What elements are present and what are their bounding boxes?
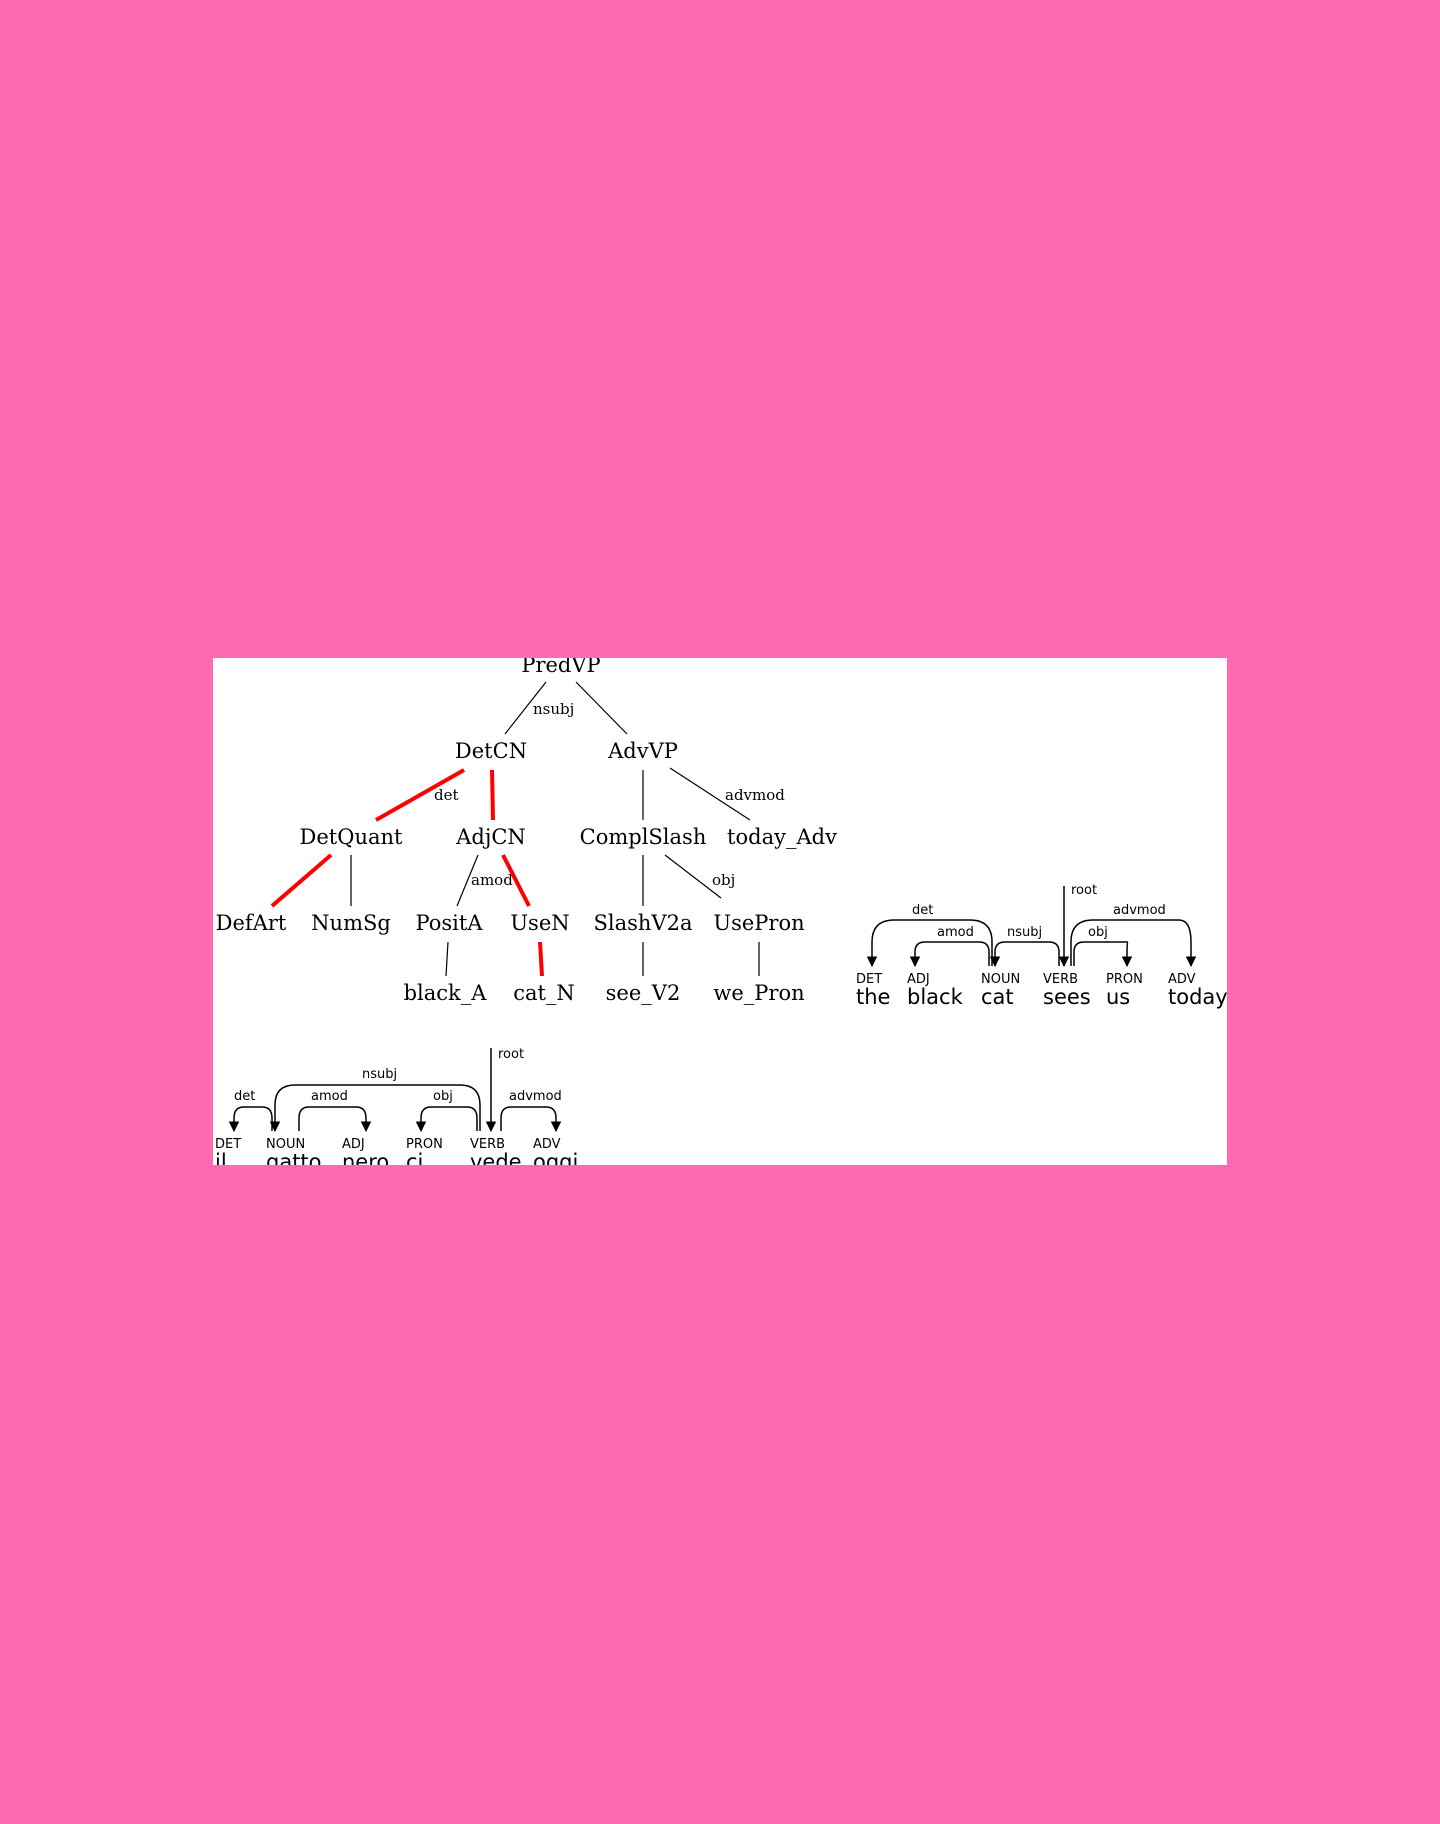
tree-edge-advvp-today: [669, 767, 751, 821]
it-word-2: gatto: [266, 1150, 322, 1165]
syntax-tree: nsubj det advmod amod obj PredVP DetCN A…: [216, 658, 837, 1005]
tree-node-cat-n: cat_N: [513, 981, 575, 1005]
tree-node-today-adv: today_Adv: [727, 825, 837, 849]
tree-node-usen: UseN: [510, 911, 569, 935]
it-pos-3: ADJ: [342, 1137, 365, 1152]
en-word-5: us: [1106, 985, 1130, 1009]
it-arc-nsubj: [269, 1084, 481, 1133]
tree-edge-usen-cat: [538, 941, 544, 977]
it-word-1: il: [215, 1150, 227, 1165]
en-arc-advmod: [1070, 919, 1197, 968]
tree-edge-posita-black: [445, 941, 449, 977]
tree-node-detquant: DetQuant: [300, 825, 403, 849]
tree-node-black-a: black_A: [404, 981, 488, 1005]
tree-node-posita: PositA: [415, 911, 483, 935]
tree-node-usepron: UsePron: [713, 911, 804, 935]
tree-node-we-pron: we_Pron: [713, 981, 804, 1005]
it-word-6: oggi: [533, 1150, 578, 1165]
it-pos-1: DET: [215, 1137, 241, 1152]
tree-node-adjcn: AdjCN: [455, 825, 526, 849]
en-pos-4: VERB: [1043, 972, 1078, 987]
it-arc-advmod: [500, 1106, 562, 1133]
en-rel-nsubj: nsubj: [1007, 925, 1042, 940]
tree-edge-label-det: det: [434, 786, 459, 804]
en-word-3: cat: [981, 985, 1014, 1009]
tree-node-defart: DefArt: [216, 911, 287, 935]
it-arc-det: [228, 1106, 273, 1133]
it-rel-advmod: advmod: [509, 1089, 562, 1104]
en-rel-amod: amod: [937, 925, 974, 940]
en-arc-det: [871, 920, 992, 966]
tree-node-see-v2: see_V2: [606, 981, 681, 1005]
it-rel-amod: amod: [311, 1089, 348, 1104]
tree-edge-complslash-usepron: [664, 854, 722, 899]
tree-edge-adjcn-usen: [501, 854, 531, 907]
tree-edge-detcn-detquant: [375, 768, 465, 822]
english-dependency-tree: root det amod nsubj obj advmod DET the A…: [856, 883, 1227, 1009]
tree-edge-detcn-adjcn: [490, 769, 495, 821]
en-word-2: black: [907, 985, 964, 1009]
en-pos-5: PRON: [1106, 972, 1143, 987]
en-pos-6: ADV: [1168, 972, 1196, 987]
it-rel-obj: obj: [433, 1089, 453, 1104]
tree-edge-label-obj: obj: [712, 871, 735, 889]
en-arc-obj: [1073, 941, 1133, 968]
tree-edge-label-nsubj: nsubj: [533, 700, 574, 718]
it-rel-det: det: [234, 1089, 255, 1104]
it-pos-4: PRON: [406, 1137, 443, 1152]
en-word-1: the: [856, 985, 890, 1009]
en-pos-3: NOUN: [981, 972, 1020, 987]
it-pos-6: ADV: [533, 1137, 561, 1152]
it-pos-5: VERB: [470, 1137, 505, 1152]
en-rel-advmod: advmod: [1113, 903, 1166, 918]
en-pos-2: ADJ: [907, 972, 930, 987]
tree-node-numsg: NumSg: [311, 911, 391, 935]
it-arc-amod: [298, 1106, 372, 1133]
it-word-3: nero: [342, 1150, 389, 1165]
tree-node-slashv2a: SlashV2a: [594, 911, 693, 935]
figure-canvas: nsubj det advmod amod obj PredVP DetCN A…: [215, 658, 1227, 1165]
tree-edge-label-amod: amod: [471, 871, 513, 889]
tree-edge-label-advmod: advmod: [725, 786, 785, 804]
tree-node-complslash: ComplSlash: [580, 825, 707, 849]
it-arc-obj: [415, 1106, 478, 1133]
tree-edge-detquant-defart: [270, 853, 333, 908]
it-word-4: ci: [406, 1150, 423, 1165]
tree-edge-adjcn-posita: [456, 854, 479, 907]
figure-panel: nsubj det advmod amod obj PredVP DetCN A…: [213, 658, 1227, 1165]
en-rel-det: det: [912, 903, 933, 918]
it-rel-root: root: [498, 1047, 524, 1062]
it-rel-nsubj: nsubj: [362, 1067, 397, 1082]
en-pos-1: DET: [856, 972, 882, 987]
en-arc-det-line: [866, 919, 993, 968]
italian-dependency-tree: root det nsubj amod obj advmod DET il NO…: [215, 1047, 578, 1165]
en-word-6: today: [1168, 985, 1227, 1009]
en-word-4: sees: [1043, 985, 1091, 1009]
tree-node-advvp: AdvVP: [607, 739, 678, 763]
tree-edge-predvp-advvp: [575, 681, 628, 735]
tree-edge-predvp-detcn: [504, 681, 547, 735]
it-pos-2: NOUN: [266, 1137, 305, 1152]
en-rel-obj: obj: [1088, 925, 1108, 940]
it-word-5: vede: [470, 1150, 522, 1165]
en-rel-root: root: [1071, 883, 1097, 898]
en-arc-nsubj: [989, 941, 1060, 968]
tree-node-predvp: PredVP: [521, 658, 600, 677]
tree-node-detcn: DetCN: [455, 739, 527, 763]
en-arc-amod: [909, 941, 990, 968]
